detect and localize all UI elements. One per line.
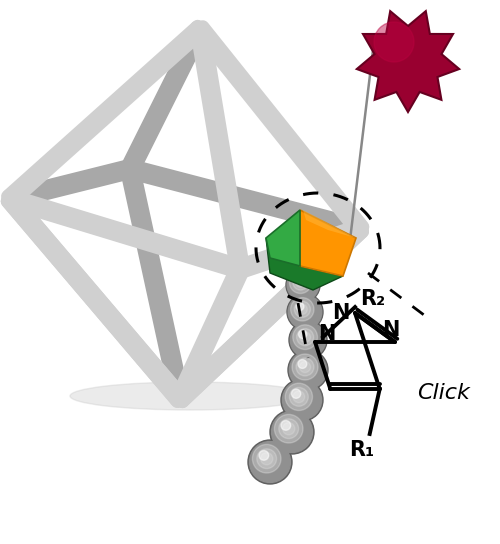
Text: N: N bbox=[318, 324, 336, 344]
Circle shape bbox=[289, 321, 327, 359]
Circle shape bbox=[290, 387, 308, 406]
Circle shape bbox=[281, 379, 323, 421]
Text: R₁: R₁ bbox=[349, 440, 374, 460]
Circle shape bbox=[288, 295, 322, 329]
Circle shape bbox=[274, 415, 303, 443]
Circle shape bbox=[293, 325, 318, 349]
Circle shape bbox=[296, 358, 314, 376]
Circle shape bbox=[282, 380, 322, 419]
Circle shape bbox=[292, 354, 318, 380]
Circle shape bbox=[374, 22, 414, 62]
Circle shape bbox=[290, 351, 327, 388]
Circle shape bbox=[257, 449, 276, 468]
Text: N: N bbox=[332, 303, 349, 323]
Circle shape bbox=[286, 268, 320, 302]
Circle shape bbox=[293, 275, 308, 290]
Circle shape bbox=[279, 419, 298, 438]
Circle shape bbox=[298, 360, 307, 368]
Circle shape bbox=[294, 276, 302, 283]
Circle shape bbox=[300, 332, 310, 343]
Text: R₂: R₂ bbox=[360, 289, 386, 309]
Circle shape bbox=[250, 442, 290, 483]
Circle shape bbox=[260, 453, 273, 465]
Circle shape bbox=[285, 383, 312, 411]
Circle shape bbox=[300, 361, 310, 373]
Circle shape bbox=[252, 444, 281, 473]
Circle shape bbox=[290, 323, 326, 357]
Circle shape bbox=[287, 269, 319, 301]
Polygon shape bbox=[266, 238, 343, 290]
Text: Click: Click bbox=[416, 383, 470, 403]
Ellipse shape bbox=[70, 382, 310, 410]
Polygon shape bbox=[266, 210, 300, 266]
Circle shape bbox=[294, 301, 310, 317]
Circle shape bbox=[282, 423, 295, 435]
Polygon shape bbox=[357, 11, 459, 112]
Circle shape bbox=[287, 294, 323, 330]
Circle shape bbox=[259, 450, 268, 460]
Circle shape bbox=[298, 304, 308, 314]
Polygon shape bbox=[300, 210, 356, 276]
Circle shape bbox=[292, 389, 300, 398]
Circle shape bbox=[290, 298, 314, 321]
Circle shape bbox=[288, 350, 328, 390]
Circle shape bbox=[293, 391, 304, 403]
Polygon shape bbox=[303, 210, 356, 238]
Circle shape bbox=[290, 271, 312, 294]
Circle shape bbox=[248, 440, 292, 484]
Circle shape bbox=[298, 330, 307, 338]
Text: N: N bbox=[382, 320, 400, 340]
Circle shape bbox=[296, 277, 305, 287]
Circle shape bbox=[270, 410, 314, 454]
Circle shape bbox=[281, 421, 290, 430]
Circle shape bbox=[272, 412, 312, 453]
Circle shape bbox=[296, 329, 314, 345]
Circle shape bbox=[296, 302, 304, 311]
